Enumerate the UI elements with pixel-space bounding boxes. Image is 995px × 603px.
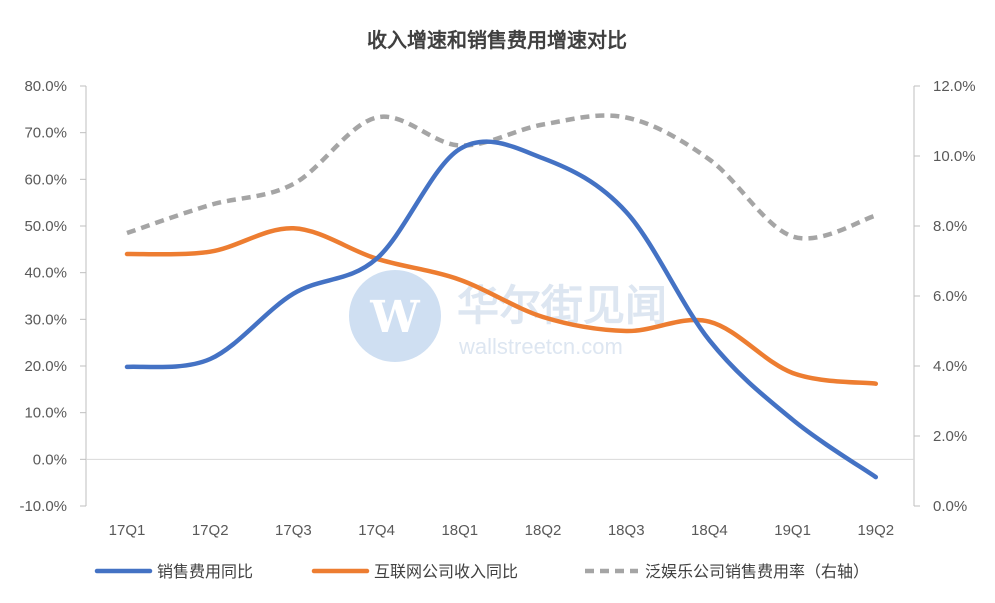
left-axis-tick-label: 20.0% [24,358,67,375]
left-axis-tick-label: 60.0% [24,171,67,188]
legend-label-entertainment-sales-ratio: 泛娱乐公司销售费用率（右轴） [645,562,869,581]
left-axis-tick-label: -10.0% [19,498,67,515]
left-axis-tick-label: 70.0% [24,125,67,142]
left-axis-ticks: -10.0% 0.0% 10.0% 20.0% 30.0% 40.0% 50.0% 60.0%… [19,78,86,515]
x-axis-tick-label: 18Q4 [691,522,728,539]
legend-item-internet-revenue-yoy: 互联网公司收入同比 [311,562,518,581]
left-axis-tick-label: 80.0% [24,78,67,95]
series-line-internet-revenue-yoy [124,226,879,386]
left-axis-tick-label: 10.0% [24,405,67,422]
left-axis-tick-label: 30.0% [24,311,67,328]
x-axis-tick-label: 19Q2 [857,522,894,539]
left-axis-tick-label: 50.0% [24,218,67,235]
x-axis-tick-label: 18Q2 [525,522,562,539]
right-axis-tick-label: 12.0% [933,78,976,95]
right-axis-tick-label: 6.0% [933,288,967,305]
watermark: W 华尔街见闻 wallstreetcn.com [349,270,667,362]
legend-label-internet-revenue-yoy: 互联网公司收入同比 [374,562,518,581]
right-axis-tick-label: 10.0% [933,148,976,165]
x-axis-tick-label: 17Q4 [358,522,395,539]
right-axis-tick-label: 2.0% [933,428,967,445]
right-axis-tick-label: 4.0% [933,358,967,375]
legend: 销售费用同比 互联网公司收入同比 泛娱乐公司销售费用率（右轴） [94,562,869,581]
x-axis-ticks: 17Q1 17Q2 17Q3 17Q4 18Q1 18Q2 18Q3 18Q4 19Q1 19Q2 [109,522,895,539]
chart-title: 收入增速和销售费用增速对比 [367,28,627,52]
legend-item-entertainment-sales-ratio: 泛娱乐公司销售费用率（右轴） [585,562,869,581]
legend-item-sales-expense-yoy: 销售费用同比 [94,562,253,581]
x-axis-tick-label: 17Q3 [275,522,312,539]
x-axis-tick-label: 18Q1 [441,522,478,539]
right-axis-tick-label: 8.0% [933,218,967,235]
x-axis-tick-label: 19Q1 [774,522,811,539]
left-axis-tick-label: 40.0% [24,265,67,282]
left-axis-tick-label: 0.0% [33,451,67,468]
watermark-logo-letter: W [369,292,420,343]
watermark-site: wallstreetcn.com [458,334,623,359]
right-axis-ticks: 0.0% 2.0% 4.0% 6.0% 8.0% 10.0% 12.0% [914,78,976,515]
legend-label-sales-expense-yoy: 销售费用同比 [157,562,253,581]
x-axis-tick-label: 17Q2 [192,522,229,539]
x-axis-tick-label: 17Q1 [109,522,146,539]
series-line-sales-expense-yoy [124,139,879,480]
series-layer [124,113,879,480]
series-line-entertainment-sales-ratio [126,113,877,241]
x-axis-tick-label: 18Q3 [608,522,645,539]
right-axis-tick-label: 0.0% [933,498,967,515]
watermark-logo-icon [349,270,441,362]
